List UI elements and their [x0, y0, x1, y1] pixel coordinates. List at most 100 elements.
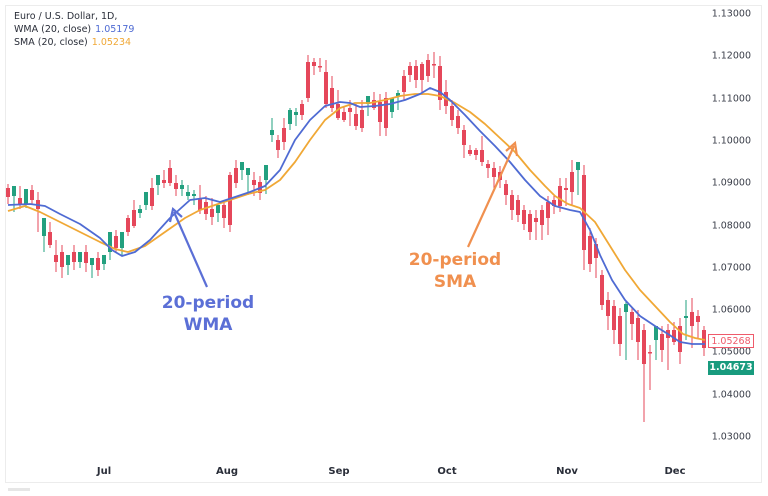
sma-annotation-line1: 20-period	[408, 250, 502, 270]
time-axis-label: Nov	[556, 466, 578, 477]
candle	[528, 214, 532, 232]
legend-sma[interactable]: SMA (20, close) 1.05234	[14, 36, 134, 49]
candle	[330, 88, 334, 108]
time-axis-label: Jul	[96, 466, 112, 477]
candle	[192, 194, 196, 196]
candle	[126, 218, 130, 232]
price-axis-label: 1.12000	[711, 50, 751, 62]
wma-line	[7, 87, 705, 345]
candle	[594, 244, 598, 258]
candle	[396, 93, 400, 96]
candle	[306, 62, 310, 98]
candle	[18, 198, 22, 204]
time-axis-label: Aug	[215, 466, 239, 477]
candle	[12, 186, 16, 196]
wma-annotation-line1: 20-period	[161, 293, 255, 313]
candle	[114, 236, 118, 248]
candle	[408, 66, 412, 75]
candle	[342, 112, 346, 120]
legend-sma-value: 1.05234	[91, 37, 132, 48]
candle	[486, 164, 490, 168]
candle	[474, 150, 478, 155]
candle	[378, 102, 382, 122]
candle	[654, 326, 658, 340]
candle	[588, 236, 592, 264]
candle	[564, 188, 568, 190]
candle	[102, 255, 106, 264]
candle	[84, 252, 88, 263]
candle	[426, 60, 430, 76]
price-axis-label: 1.08000	[711, 220, 751, 231]
price-axis-label: 1.03000	[711, 431, 751, 443]
candle	[384, 98, 388, 128]
chart-frame	[5, 5, 762, 483]
price-axis-label: 1.11000	[711, 93, 751, 105]
candle	[294, 112, 298, 115]
candle	[672, 330, 676, 342]
price-axis-label: 1.07000	[711, 262, 751, 274]
candle	[540, 210, 544, 225]
candle	[390, 98, 394, 112]
legend-wma[interactable]: WMA (20, close) 1.05179	[14, 23, 134, 36]
candle	[42, 218, 46, 236]
candle	[354, 114, 358, 126]
candle	[660, 334, 664, 350]
candle	[420, 64, 424, 80]
candle	[150, 188, 154, 206]
candle	[108, 232, 112, 252]
candle	[480, 150, 484, 162]
candle	[372, 100, 376, 108]
candle	[282, 128, 286, 142]
candle	[630, 312, 634, 324]
candle	[264, 165, 268, 180]
candle	[612, 306, 616, 330]
candle	[24, 189, 28, 204]
candle	[348, 108, 352, 112]
candle	[138, 209, 142, 213]
candle	[606, 300, 610, 316]
candle	[696, 316, 700, 322]
candle	[60, 252, 64, 267]
candle	[684, 316, 688, 318]
wma-annotation: 20-period WMA	[158, 292, 258, 336]
legend-symbol: Euro / U.S. Dollar, 1D,	[14, 11, 118, 22]
candle	[360, 110, 364, 128]
candle	[648, 352, 652, 354]
current-price-tag: 1.04673	[708, 361, 754, 375]
candle	[48, 232, 52, 245]
sma-annotation: 20-period SMA	[405, 249, 505, 293]
candle	[120, 232, 124, 248]
candle	[642, 330, 646, 364]
candle	[300, 104, 304, 115]
time-axis-label: Dec	[664, 466, 686, 477]
candle	[252, 180, 256, 185]
candle	[516, 200, 520, 215]
candle	[522, 210, 526, 224]
candle	[570, 172, 574, 192]
candle	[336, 104, 340, 118]
candle	[6, 188, 10, 197]
candle	[222, 205, 226, 218]
candle	[198, 198, 202, 210]
legend-sma-label: SMA (20, close)	[14, 37, 88, 48]
candle	[30, 190, 34, 200]
time-axis-label: Oct	[437, 466, 457, 477]
candle	[576, 162, 580, 170]
candle	[276, 140, 280, 150]
legend-wma-label: WMA (20, close)	[14, 24, 92, 35]
candle	[234, 168, 238, 183]
candle	[162, 180, 166, 183]
candle	[558, 186, 562, 206]
candle	[366, 96, 370, 104]
candle	[90, 258, 94, 265]
candle	[456, 116, 460, 128]
candle	[432, 64, 436, 66]
chart-legend: Euro / U.S. Dollar, 1D, WMA (20, close) 1…	[14, 10, 134, 49]
price-axis-label: 1.09000	[711, 177, 751, 189]
candle	[180, 185, 184, 189]
candle	[96, 258, 100, 270]
candle	[636, 318, 640, 342]
candle	[618, 316, 622, 344]
candle	[318, 66, 322, 68]
